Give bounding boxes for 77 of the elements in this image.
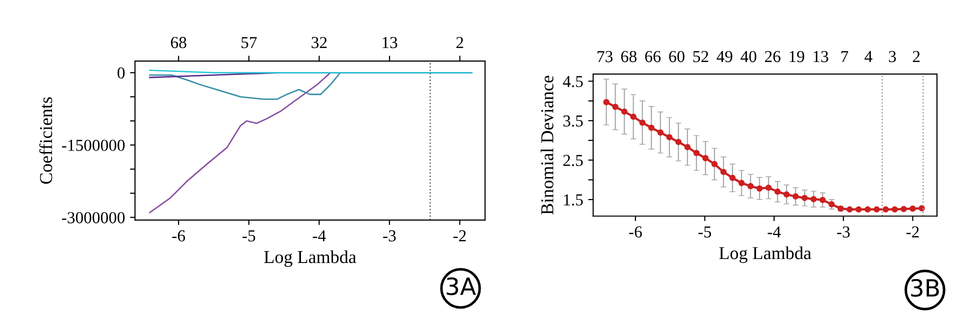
text: 73 [598, 50, 613, 62]
text: 57 [242, 37, 257, 48]
text: 49 [716, 50, 732, 62]
text: 60 [669, 50, 684, 62]
x-tick-label: -6 [629, 226, 642, 238]
point [684, 144, 691, 150]
point [882, 206, 889, 213]
x-tick-label: -2 [453, 230, 466, 242]
text: 66 [645, 50, 661, 62]
point [648, 124, 655, 131]
point [801, 194, 808, 202]
x-tick-label: -6 [172, 230, 186, 242]
point [864, 206, 871, 213]
text: 40 [740, 50, 756, 62]
point [603, 98, 610, 106]
text: 2 [912, 50, 920, 62]
text: 7 [841, 51, 848, 62]
x-tick-label: -2 [906, 226, 919, 238]
point [657, 129, 664, 136]
y-tick-label: 2.5 [563, 154, 583, 166]
text: 13 [382, 36, 398, 48]
y-tick-label: 3.5 [563, 115, 583, 127]
text: 3B [911, 278, 939, 297]
text: 2 [456, 36, 464, 48]
point [874, 206, 880, 213]
x-tick-label: -3 [383, 230, 396, 242]
point [711, 160, 718, 168]
point [693, 150, 700, 156]
x-axis-title: Log Lambda [264, 250, 356, 267]
point [918, 205, 925, 212]
point [856, 206, 862, 213]
text: 4 [864, 51, 872, 62]
point [702, 155, 709, 162]
point [666, 134, 673, 140]
x-tick-label: -4 [312, 230, 326, 242]
point [738, 180, 745, 186]
point [639, 120, 646, 126]
point [630, 114, 636, 120]
point [729, 174, 736, 181]
y-tick-label: -1500000 [62, 140, 125, 151]
y-tick-label: 0 [118, 67, 125, 79]
x-tick-label: -5 [242, 230, 256, 242]
point [675, 138, 682, 146]
point [720, 168, 727, 176]
point [621, 108, 628, 115]
text: 26 [764, 50, 780, 62]
text: 3A [446, 277, 476, 296]
point [792, 193, 799, 200]
text: 32 [312, 36, 327, 48]
text: 3 [889, 50, 896, 62]
x-tick-label: -3 [837, 226, 850, 238]
point [774, 188, 781, 195]
x-tick-label: -5 [698, 226, 712, 238]
x-axis-title: Log Lambda [719, 246, 812, 263]
point [747, 183, 754, 190]
y-tick-label: 4.5 [562, 76, 583, 88]
y-axis-title: Coefficients [39, 97, 52, 184]
point [783, 191, 790, 198]
point [828, 201, 835, 208]
point [756, 185, 763, 192]
text: 52 [693, 50, 708, 62]
y-axis-title: Binomial Deviance [540, 76, 554, 215]
y-tick-label: -3000000 [62, 212, 125, 224]
point [612, 104, 618, 110]
point [846, 206, 853, 213]
y-tick-label: 1.5 [564, 194, 583, 206]
point [810, 196, 817, 202]
text: 13 [814, 50, 828, 62]
x-tick-label: -4 [768, 226, 781, 238]
point [765, 184, 772, 191]
text: 68 [170, 36, 186, 48]
text: 19 [790, 50, 804, 62]
point [900, 206, 907, 212]
point [910, 206, 916, 212]
point [892, 206, 898, 213]
point [819, 196, 826, 204]
text: 68 [621, 50, 637, 62]
